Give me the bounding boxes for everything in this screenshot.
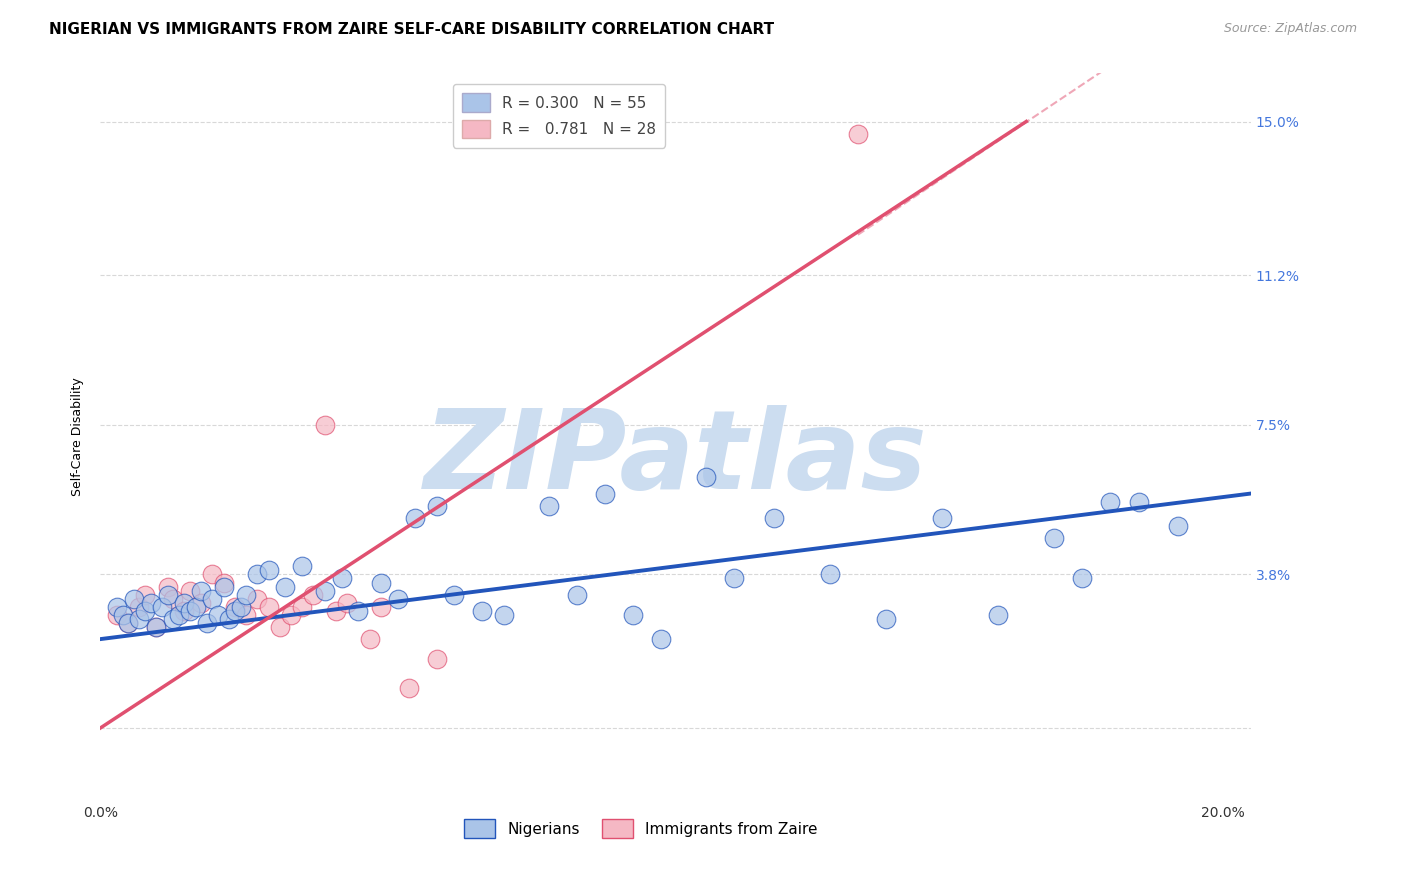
Point [134, 588, 156, 602]
Point [128, 612, 150, 626]
Point [426, 499, 449, 513]
Point [167, 607, 190, 622]
Y-axis label: Self-Care Disability: Self-Care Disability [72, 377, 84, 496]
Point [443, 588, 465, 602]
Point [105, 607, 128, 622]
Point [105, 599, 128, 614]
Point [179, 604, 201, 618]
Point [235, 588, 257, 602]
Point [695, 470, 717, 484]
Text: ZIPatlas: ZIPatlas [423, 405, 928, 512]
Point [246, 567, 269, 582]
Point [426, 652, 449, 666]
Point [207, 607, 229, 622]
Point [117, 615, 139, 630]
Point [145, 620, 167, 634]
Point [347, 604, 370, 618]
Point [538, 499, 561, 513]
Point [156, 588, 179, 602]
Point [1043, 531, 1066, 545]
Point [246, 591, 269, 606]
Point [325, 604, 347, 618]
Point [150, 599, 173, 614]
Point [931, 511, 953, 525]
Point [302, 588, 325, 602]
Point [1099, 494, 1122, 508]
Point [156, 580, 179, 594]
Point [314, 583, 336, 598]
Point [111, 607, 134, 622]
Point [567, 588, 589, 602]
Point [650, 632, 672, 647]
Point [846, 127, 869, 141]
Point [212, 575, 235, 590]
Point [122, 591, 145, 606]
Point [370, 599, 392, 614]
Point [257, 563, 280, 577]
Point [1167, 519, 1189, 533]
Point [595, 486, 617, 500]
Point [190, 583, 212, 598]
Point [314, 417, 336, 432]
Point [162, 612, 184, 626]
Point [818, 567, 841, 582]
Point [404, 511, 426, 525]
Point [218, 612, 240, 626]
Point [128, 599, 150, 614]
Point [762, 511, 785, 525]
Point [179, 583, 201, 598]
Point [1071, 572, 1094, 586]
Point [257, 599, 280, 614]
Text: Source: ZipAtlas.com: Source: ZipAtlas.com [1223, 22, 1357, 36]
Point [195, 615, 218, 630]
Point [359, 632, 381, 647]
Point [370, 575, 392, 590]
Point [224, 604, 246, 618]
Point [162, 591, 184, 606]
Point [117, 615, 139, 630]
Point [212, 580, 235, 594]
Point [139, 596, 162, 610]
Point [336, 596, 359, 610]
Point [201, 567, 224, 582]
Point [875, 612, 897, 626]
Text: NIGERIAN VS IMMIGRANTS FROM ZAIRE SELF-CARE DISABILITY CORRELATION CHART: NIGERIAN VS IMMIGRANTS FROM ZAIRE SELF-C… [49, 22, 775, 37]
Point [224, 599, 246, 614]
Point [471, 604, 494, 618]
Point [723, 572, 745, 586]
Point [291, 559, 314, 574]
Point [269, 620, 291, 634]
Point [987, 607, 1010, 622]
Point [201, 591, 224, 606]
Point [330, 572, 353, 586]
Point [291, 599, 314, 614]
Point [280, 607, 302, 622]
Point [1128, 494, 1150, 508]
Point [173, 596, 195, 610]
Point [184, 599, 207, 614]
Point [190, 596, 212, 610]
Point [494, 607, 516, 622]
Point [145, 620, 167, 634]
Point [173, 604, 195, 618]
Point [229, 599, 252, 614]
Point [274, 580, 297, 594]
Legend: Nigerians, Immigrants from Zaire: Nigerians, Immigrants from Zaire [458, 814, 824, 844]
Point [235, 607, 257, 622]
Point [134, 604, 156, 618]
Point [387, 591, 409, 606]
Point [398, 681, 420, 695]
Point [621, 607, 644, 622]
